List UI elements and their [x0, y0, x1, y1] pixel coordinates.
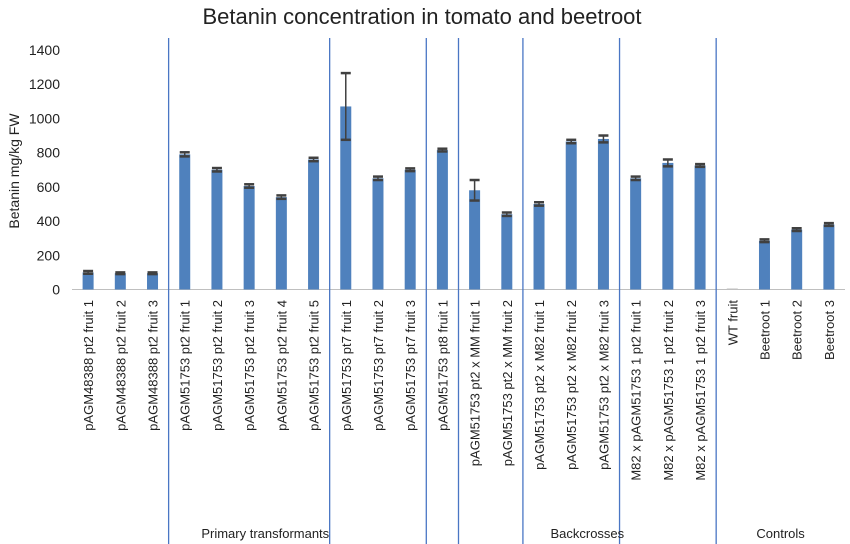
- x-tick-label: pAGM51753 pt2 fruit 4: [274, 300, 289, 431]
- x-tick-label: pAGM51753 pt7 fruit 2: [371, 300, 386, 431]
- x-tick-label: pAGM51753 pt2 x MM fruit 1: [468, 300, 483, 466]
- bar: [179, 154, 191, 290]
- bar: [823, 224, 835, 290]
- group-label: Backcrosses: [550, 526, 624, 541]
- x-tick-label: pAGM51753 pt2 fruit 3: [242, 300, 257, 431]
- x-tick-label: pAGM51753 pt2 x M82 fruit 3: [596, 300, 611, 470]
- bar: [243, 186, 255, 290]
- bar: [211, 169, 223, 290]
- bar: [565, 141, 577, 290]
- bars: [82, 106, 835, 290]
- bar: [372, 178, 384, 290]
- x-tick-label: Beetroot 3: [822, 300, 837, 360]
- bar: [114, 273, 126, 290]
- y-tick-label: 1400: [29, 42, 60, 58]
- group-dividers: [167, 38, 717, 544]
- bar: [533, 203, 545, 290]
- bar: [469, 190, 481, 290]
- y-tick-label: 800: [37, 145, 61, 161]
- x-tick-label: pAGM51753 pt2 x M82 fruit 2: [564, 300, 579, 470]
- x-tick-label: WT fruit: [725, 300, 740, 346]
- x-tick-label: pAGM48388 pt2 fruit 2: [113, 300, 128, 431]
- bar: [147, 273, 159, 290]
- x-tick-label: pAGM48388 pt2 fruit 1: [81, 300, 96, 431]
- bar: [758, 240, 770, 290]
- x-tick-label: pAGM51753 pt2 fruit 2: [210, 300, 225, 431]
- y-tick-label: 0: [52, 282, 60, 298]
- bar: [82, 272, 94, 290]
- bar: [501, 214, 513, 290]
- bar: [340, 106, 352, 290]
- bar: [662, 162, 674, 290]
- group-label: Controls: [756, 526, 805, 541]
- x-tick-label: pAGM51753 pt2 fruit 1: [178, 300, 193, 431]
- y-tick-label: 400: [37, 213, 61, 229]
- error-bars: [83, 71, 834, 276]
- x-tick-label: pAGM48388 pt2 fruit 3: [146, 300, 161, 431]
- x-tick-label: pAGM51753 pt2 x M82 fruit 1: [532, 300, 547, 470]
- x-tick-label: pAGM51753 pt2 x MM fruit 2: [500, 300, 515, 466]
- y-axis-ticks: 0 200 400 600 800 1000 1200 1400: [29, 42, 60, 298]
- x-tick-label: pAGM51753 pt2 fruit 5: [307, 300, 322, 431]
- x-tick-label: pAGM51753 pt7 fruit 1: [339, 300, 354, 431]
- x-tick-label: M82 x pAGM51753 1 pt2 fruit 2: [661, 300, 676, 481]
- bar: [791, 229, 803, 290]
- y-tick-label: 600: [37, 179, 61, 195]
- x-tick-label: pAGM51753 pt7 fruit 3: [403, 300, 418, 431]
- x-tick-label: M82 x pAGM51753 1 pt2 fruit 3: [693, 300, 708, 481]
- chart-title: Betanin concentration in tomato and beet…: [202, 4, 641, 29]
- bar: [436, 150, 448, 290]
- bar: [694, 165, 706, 290]
- bar: [726, 288, 738, 290]
- group-label: Primary transformants: [201, 526, 329, 541]
- x-axis-labels: pAGM48388 pt2 fruit 1 pAGM48388 pt2 fruit…: [81, 300, 837, 481]
- bar: [597, 138, 609, 290]
- bar: [404, 169, 416, 290]
- y-tick-label: 200: [37, 247, 61, 263]
- y-tick-label: 1200: [29, 76, 60, 92]
- bar: [275, 197, 287, 290]
- bar: [308, 159, 320, 290]
- x-tick-label: pAGM51753 pt8 fruit 1: [435, 300, 450, 431]
- y-tick-label: 1000: [29, 110, 60, 126]
- x-tick-label: Beetroot 2: [790, 300, 805, 360]
- y-axis-label: Betanin mg/kg FW: [6, 113, 22, 229]
- x-tick-label: Beetroot 1: [757, 300, 772, 360]
- group-labels: Primary transformants Backcrosses Controls: [201, 526, 805, 541]
- bar: [630, 178, 642, 290]
- x-tick-label: M82 x pAGM51753 1 pt2 fruit 1: [629, 300, 644, 481]
